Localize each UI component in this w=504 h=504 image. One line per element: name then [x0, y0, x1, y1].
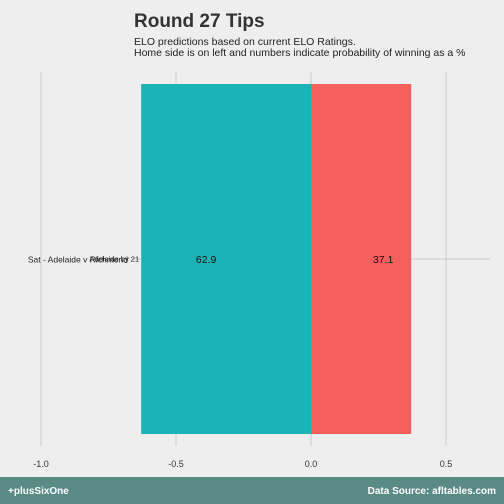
footer-brand: +plusSixOne	[8, 486, 69, 497]
value-label-home: 62.9	[196, 254, 217, 266]
bars-layer	[141, 84, 412, 434]
x-tick-label: -1.0	[33, 459, 49, 469]
margin-label: Adelaide by 21	[90, 255, 140, 264]
x-tick-label: 0.0	[305, 459, 318, 469]
chart-subtitle-line-2: Home side is on left and numbers indicat…	[134, 47, 466, 59]
footer-source: Data Source: afltables.com	[367, 486, 496, 497]
footer-bar: +plusSixOne Data Source: afltables.com	[0, 477, 504, 504]
bar-away	[311, 84, 412, 434]
value-label-away: 37.1	[373, 254, 394, 266]
x-tick-label: -0.5	[168, 459, 184, 469]
chart-subtitle-line-1: ELO predictions based on current ELO Rat…	[134, 36, 356, 48]
x-axis-ticks: -1.0-0.50.00.51.0	[33, 459, 453, 469]
prediction-chart: 62.9 37.1 Sat - Adelaide v RichmondAdelaid…	[28, 72, 490, 469]
chart-title: Round 27 Tips	[134, 11, 265, 32]
bar-home	[141, 84, 311, 434]
category-label: Sat - Adelaide v Richmond	[28, 255, 128, 265]
labels-layer: 62.9 37.1 Sat - Adelaide v RichmondAdelaid…	[28, 254, 394, 266]
x-tick-label: 0.5	[440, 459, 453, 469]
